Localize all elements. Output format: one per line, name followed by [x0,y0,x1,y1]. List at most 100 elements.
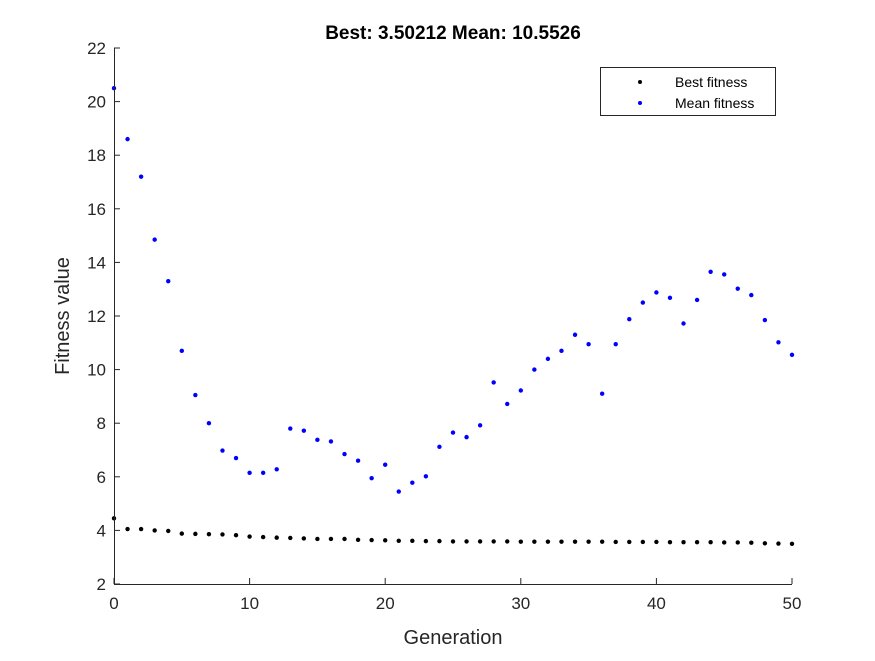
y-tick-label: 10 [87,361,106,380]
best-fitness-point [735,540,740,545]
best-fitness-point [572,539,578,544]
best-fitness-point [247,534,252,539]
y-tick-label: 4 [97,521,106,540]
mean-fitness-point [193,392,198,398]
best-fitness-point [342,536,347,542]
mean-fitness-point [138,174,144,179]
mean-fitness-point [776,340,781,345]
mean-fitness-point [369,475,374,481]
best-fitness-point [477,539,483,544]
best-fitness-point [518,539,523,544]
y-tick-label: 12 [87,307,106,326]
mean-fitness-point [166,278,171,284]
x-tick-label: 50 [783,594,802,613]
best-fitness-point [383,538,388,543]
mean-fitness-point [179,348,184,354]
mean-fitness-point [437,444,442,449]
mean-fitness-point [247,470,252,475]
mean-fitness-point [627,317,632,322]
mean-fitness-point [206,421,212,426]
x-axis-label: Generation [404,627,503,649]
points-group [111,86,795,546]
best-fitness-point [138,526,144,532]
y-tick-label: 6 [97,468,106,487]
best-fitness-point [423,538,429,544]
plot-area [114,48,792,584]
chart-title: Best: 3.50212 Mean: 10.5526 [325,23,581,44]
best-fitness-point [274,535,279,540]
mean-fitness-point [762,317,768,323]
best-fitness-point [437,538,442,544]
mean-fitness-point [288,426,293,431]
best-fitness-point [640,539,646,545]
best-fitness-point [369,537,374,543]
mean-fitness-point [342,451,347,457]
best-fitness-point [233,533,239,538]
y-tick-label: 22 [87,39,106,58]
x-tick-label: 0 [109,594,118,613]
mean-fitness-point [586,341,591,347]
best-fitness-point [654,539,659,545]
best-fitness-point [301,536,307,541]
mean-fitness-point [681,321,686,326]
best-fitness-point [789,541,795,546]
best-fitness-point [179,531,184,536]
best-fitness-point [505,539,510,544]
mean-fitness-point [464,434,469,440]
x-tick-label: 10 [240,594,259,613]
y-tick-label: 20 [87,93,106,112]
best-fitness-point [776,541,781,546]
best-fitness-point [586,539,591,544]
legend-label-best: Best fitness [675,74,747,90]
mean-fitness-point [749,292,754,298]
mean-fitness-point [125,136,130,142]
y-tick-label: 16 [87,200,106,219]
best-fitness-point [749,540,754,545]
mean-fitness-point [383,462,388,467]
y-axis-label: Fitness value [52,257,74,375]
best-fitness-point [464,539,469,544]
best-fitness-point [396,538,401,544]
mean-fitness-point [423,474,429,479]
best-fitness-point [694,539,700,545]
mean-fitness-point [722,272,727,277]
mean-fitness-point [694,297,700,303]
mean-fitness-point [708,269,713,274]
mean-fitness-point [152,237,157,242]
x-tick-label: 40 [647,594,666,613]
best-fitness-point [125,526,130,532]
mean-fitness-point [613,341,618,347]
mean-fitness-point [640,300,646,305]
best-fitness-point [355,537,361,542]
mean-fitness-point [220,448,225,453]
x-tick-label: 20 [376,594,395,613]
mean-fitness-point [301,428,307,433]
best-fitness-point [166,528,171,534]
best-fitness-point [599,539,605,544]
best-fitness-point [410,538,415,544]
best-fitness-point [206,531,212,537]
mean-fitness-point [260,470,266,475]
best-fitness-point [450,539,456,544]
best-fitness-point [545,539,551,544]
best-fitness-point [559,539,564,544]
best-fitness-point [627,539,632,545]
mean-fitness-point [233,455,239,461]
mean-fitness-point [355,458,361,463]
legend-box [600,67,776,116]
best-fitness-point [260,534,266,540]
mean-fitness-point [491,380,496,385]
legend-label-mean: Mean fitness [675,95,754,111]
mean-fitness-point [559,348,564,354]
best-fitness-point [288,535,293,541]
mean-fitness-point [599,391,605,396]
best-fitness-point [532,539,537,544]
legend: Best fitness Mean fitness [600,67,776,116]
y-tick-label: 14 [87,253,106,272]
best-fitness-point [681,539,686,545]
best-fitness-point [722,540,727,545]
best-fitness-point [193,531,198,537]
best-fitness-point [491,539,496,544]
mean-fitness-point [532,367,537,372]
